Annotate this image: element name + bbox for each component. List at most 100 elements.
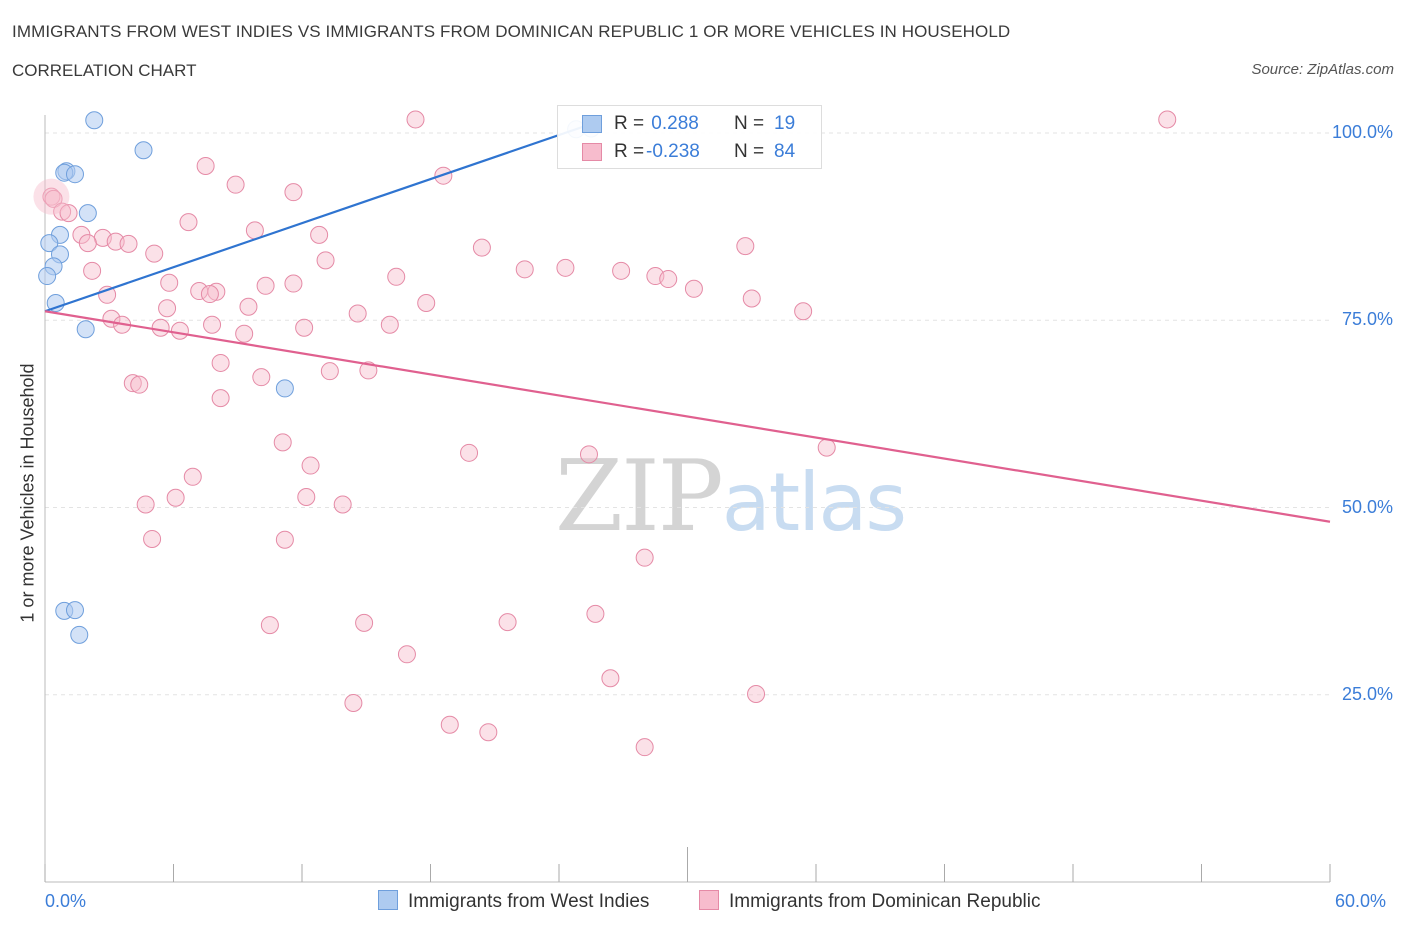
scatter-point-dominican xyxy=(460,443,479,462)
scatter-point-dominican xyxy=(742,289,761,308)
scatter-point-dominican xyxy=(130,375,149,394)
legend-label-dominican: Immigrants from Dominican Republic xyxy=(729,891,1041,912)
scatter-point-west-indies xyxy=(85,111,104,130)
chart-subtitle: CORRELATION CHART xyxy=(12,61,197,80)
scatter-point-dominican xyxy=(196,156,215,175)
scatter-point-dominican xyxy=(310,225,329,244)
scatter-point-dominican xyxy=(344,693,363,712)
scatter-point-dominican xyxy=(145,244,164,263)
legend-swatch-west-indies xyxy=(378,890,398,910)
correlation-legend: R = 0.288 N = 19 R = -0.238 N = 84 xyxy=(557,105,822,169)
scatter-point-dominican xyxy=(284,274,303,293)
scatter-point-dominican xyxy=(635,738,654,757)
scatter-point-dominican xyxy=(256,276,275,295)
legend-r-value: -0.238 xyxy=(646,141,700,162)
scatter-point-dominican xyxy=(579,445,598,464)
scatter-point-dominican xyxy=(211,353,230,372)
scatter-point-dominican xyxy=(635,548,654,567)
y-tick-label: 50.0% xyxy=(1341,496,1393,517)
scatter-point-dominican xyxy=(355,613,374,632)
scatter-point-dominican xyxy=(736,237,755,256)
y-tick-label: 100.0% xyxy=(1331,122,1393,142)
scatter-point-dominican xyxy=(226,175,245,194)
chart-title: IMMIGRANTS FROM WEST INDIES VS IMMIGRANT… xyxy=(12,22,1011,41)
scatter-point-dominican xyxy=(586,604,605,623)
scatter-point-dominican xyxy=(183,467,202,486)
scatter-point-dominican xyxy=(158,299,177,318)
axes xyxy=(44,115,1331,883)
scatter-point-dominican xyxy=(78,234,97,253)
watermark-zip: ZIP xyxy=(555,440,724,554)
scatter-point-west-indies xyxy=(76,320,95,339)
scatter-point-dominican xyxy=(417,294,436,313)
trend-line-west-indies xyxy=(44,122,592,313)
scatter-point-dominican xyxy=(203,315,222,334)
y-tick-label: 25.0% xyxy=(1341,683,1393,704)
scatter-point-dominican xyxy=(301,456,320,475)
trend-lines xyxy=(44,122,1331,523)
scatter-point-dominican xyxy=(166,488,185,507)
scatter-point-dominican xyxy=(53,202,72,221)
source-credit: Source: ZipAtlas.com xyxy=(1251,61,1394,78)
trend-line-dominican xyxy=(44,310,1331,523)
scatter-point-dominican xyxy=(275,530,294,549)
scatter-point-dominican xyxy=(397,645,416,664)
scatter-point-dominican xyxy=(380,315,399,334)
scatter-point-dominican xyxy=(123,374,142,393)
scatter-point-west-indies xyxy=(38,267,57,286)
scatter-point-dominican xyxy=(1158,110,1177,129)
x-tick-label-min: 0.0% xyxy=(45,891,87,911)
scatter-point-dominican xyxy=(83,261,102,280)
scatter-point-dominican xyxy=(42,187,61,206)
scatter-point-dominican xyxy=(44,189,63,208)
scatter-point-dominican xyxy=(200,285,219,304)
scatter-point-dominican xyxy=(143,529,162,548)
scatter-point-dominican xyxy=(515,260,534,279)
scatter-point-dominican xyxy=(406,110,425,129)
scatter-point-dominican xyxy=(794,302,813,321)
scatter-point-dominican xyxy=(479,723,498,742)
scatter-point-west-indies xyxy=(275,379,294,398)
data-points xyxy=(33,110,1177,757)
scatter-point-dominican xyxy=(387,267,406,286)
scatter-point-dominican xyxy=(684,279,703,298)
scatter-point-dominican xyxy=(348,304,367,323)
legend-r-label: R = xyxy=(614,113,645,134)
scatter-point-dominican xyxy=(556,258,575,277)
scatter-point-dominican xyxy=(320,362,339,381)
scatter-point-dominican xyxy=(498,613,517,632)
legend-n-label: N = xyxy=(734,141,765,162)
scatter-point-dominican xyxy=(817,438,836,457)
scatter-point-west-indies xyxy=(134,141,153,160)
legend-n-value: 19 xyxy=(774,113,796,134)
scatter-point-dominican xyxy=(359,361,378,380)
scatter-point-west-indies xyxy=(65,601,84,620)
scatter-point-dominican xyxy=(252,368,271,387)
scatter-point-dominican xyxy=(59,204,78,223)
scatter-point-west-indies xyxy=(70,625,89,644)
scatter-point-west-indies xyxy=(78,204,97,223)
scatter-point-dominican xyxy=(601,669,620,688)
scatter-point-west-indies xyxy=(40,234,59,253)
legend-item-dominican: Immigrants from Dominican Republic xyxy=(699,890,1041,914)
scatter-point-dominican xyxy=(747,685,766,704)
scatter-point-dominican xyxy=(284,183,303,202)
scatter-point-dominican xyxy=(119,234,138,253)
scatter-point-dominican xyxy=(612,261,631,280)
scatter-point-dominican xyxy=(235,324,254,343)
legend-r-label: R = xyxy=(614,141,645,162)
scatter-point-dominican xyxy=(297,488,316,507)
scatter-point-dominican xyxy=(440,715,459,734)
scatter-point-dominican xyxy=(273,433,292,452)
watermark: ZIPatlas xyxy=(555,440,907,554)
legend-n-label: N = xyxy=(734,113,765,134)
scatter-point-dominican xyxy=(472,238,491,257)
scatter-point-dominican xyxy=(211,389,230,408)
legend-n-value: 84 xyxy=(774,141,796,162)
scatter-point-dominican-cluster xyxy=(33,178,70,215)
scatter-point-dominican xyxy=(295,318,314,337)
scatter-point-dominican xyxy=(179,213,198,232)
scatter-point-dominican xyxy=(333,495,352,514)
scatter-point-dominican xyxy=(170,321,189,340)
scatter-point-dominican xyxy=(316,251,335,270)
